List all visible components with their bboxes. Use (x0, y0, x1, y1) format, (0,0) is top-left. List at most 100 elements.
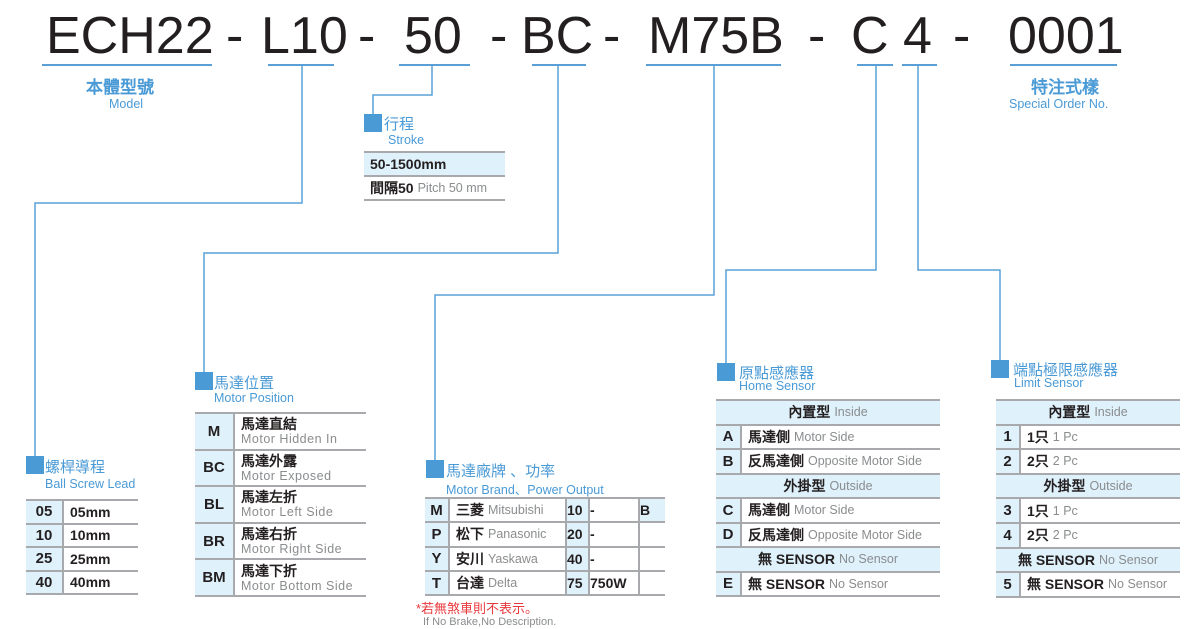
lead-option-code: 25 (26, 548, 62, 570)
position-title-en: Motor Position (214, 391, 294, 405)
home-option-code: C (716, 499, 740, 522)
lead-table: 05 05mm 10 10mm 25 25mm 40 40mm (26, 499, 138, 595)
position-option-cell: 馬達右折 Motor Right Side (233, 523, 366, 559)
position-option-code: BC (195, 450, 233, 486)
brand-option-label: 750W (590, 575, 627, 592)
brand-option-cell: 三菱 Mitsubishi (448, 499, 565, 522)
brand-option-cell: 20 (565, 523, 588, 546)
connector-stroke (372, 65, 433, 118)
brand-option-cell: - (588, 547, 638, 570)
brake-note-en: If No Brake,No Description. (423, 616, 557, 628)
connector-brand (434, 65, 715, 462)
limit-option-label-en: Outside (1089, 479, 1133, 494)
limit-row: 1 1只 1 Pc (996, 425, 1180, 451)
brand-option-label: 松下 (456, 526, 484, 543)
limit-row: 2 2只 2 Pc (996, 450, 1180, 475)
code-dash: - (953, 7, 971, 65)
position-option-label: 馬達右折 (241, 526, 297, 543)
home-option-label: 反馬達側 (748, 526, 804, 543)
limit-option-label: 無 SENSOR (1017, 551, 1095, 568)
position-option-cell: 馬達下折 Motor Bottom Side (233, 560, 366, 595)
model-label-en: Model (109, 97, 144, 111)
limit-row: 內置型 Inside (996, 401, 1180, 426)
home-option-code: B (716, 450, 740, 473)
lead-option-code: 05 (26, 501, 62, 523)
limit-option-label-en: No Sensor (1098, 552, 1159, 567)
brand-row: M 三菱 Mitsubishi 10- B (425, 499, 665, 524)
home-option-label-en: Opposite Motor Side (808, 527, 922, 542)
brand-option-cell: 松下 Panasonic (448, 523, 565, 546)
limit-option-cell: 1只 1 Pc (1019, 499, 1180, 522)
code-dash: - (358, 7, 376, 65)
position-table: M 馬達直結 Motor Hidden In BC 馬達外露 Motor Exposed B… (195, 412, 366, 597)
limit-option-code: 2 (996, 450, 1019, 473)
brand-option-code: T (425, 571, 448, 595)
brand-title-cn: 馬達廠牌 、功率 (446, 463, 556, 480)
limit-option-cell: 無 SENSOR No Sensor (1019, 573, 1180, 596)
brand-option-code: Y (425, 547, 448, 570)
home-option-cell: 反馬達側 Opposite Motor Side (740, 523, 940, 546)
code-dash: - (808, 7, 826, 65)
brake-note-cn: *若無煞車則不表示。 (416, 601, 539, 616)
brand-option-label: B (640, 502, 651, 519)
home-row: B 反馬達側 Opposite Motor Side (716, 450, 940, 475)
stroke-row: 間隔50 Pitch 50 mm (364, 177, 505, 201)
code-limit: 4 (903, 7, 932, 65)
home-option-label: 內置型 (788, 404, 831, 421)
brand-row: T 台達 Delta 75 750W (425, 571, 665, 597)
limit-option-code: 5 (996, 573, 1019, 596)
brand-option-code: P (425, 523, 448, 546)
underline-brand (646, 64, 781, 66)
brand-option-cell (638, 523, 665, 546)
position-option-code: BM (195, 560, 233, 595)
lead-marker-icon (26, 456, 44, 474)
limit-option-code: 1 (996, 425, 1019, 449)
position-option-label: 馬達左折 (241, 489, 297, 506)
underline-lead (268, 64, 334, 66)
brand-option-cell: - (588, 499, 638, 522)
limit-option-label-en: 2 Pc (1052, 528, 1078, 543)
limit-option-label: 內置型 (1048, 404, 1091, 421)
limit-option-label: 無 SENSOR (1027, 576, 1105, 593)
limit-option-label-en: Inside (1094, 405, 1128, 420)
home-group-header: 外掛型 Outside (716, 474, 940, 497)
home-option-code: A (716, 425, 740, 448)
home-sensor-table: 內置型 Inside A 馬達側 Motor Side B 反馬達側 Opposite Mot… (716, 399, 940, 597)
brand-row: Y 安川 Yaskawa 40- (425, 547, 665, 572)
brand-marker-icon (426, 460, 444, 478)
limit-option-label-en: 2 Pc (1052, 454, 1078, 469)
limit-option-label: 外掛型 (1043, 478, 1086, 495)
stroke-option-label: 50-1500mm (370, 156, 447, 172)
limit-option-label-en: 1 Pc (1052, 429, 1078, 444)
brand-table: M 三菱 Mitsubishi 10- B P 松下 Panasonic 20- Y 安川 Yaska… (425, 497, 665, 597)
limit-title-en: Limit Sensor (1014, 376, 1084, 390)
home-option-label-en: No Sensor (829, 576, 889, 591)
underline-stroke (399, 64, 470, 66)
position-option-code: BR (195, 523, 233, 559)
limit-marker-icon (991, 360, 1009, 378)
brand-option-label: 40 (567, 550, 583, 567)
code-stroke: 50 (404, 7, 462, 65)
home-title-en: Home Sensor (739, 379, 816, 393)
special-label-en: Special Order No. (1009, 97, 1109, 111)
code-dash: - (490, 7, 508, 65)
limit-option-cell: 2只 2 Pc (1019, 523, 1180, 547)
home-option-cell: 反馬達側 Opposite Motor Side (740, 450, 940, 473)
position-option-label-en: Motor Left Side (241, 505, 334, 520)
brand-option-cell: 40 (565, 547, 588, 570)
home-title-cn: 原點感應器 (739, 365, 815, 382)
lead-option-label: 40mm (70, 574, 111, 591)
brand-option-label: 台達 (456, 575, 484, 592)
brand-option-cell: 75 (565, 571, 588, 595)
brand-option-cell: 台達 Delta (448, 571, 565, 595)
lead-title-en: Ball Screw Lead (45, 477, 136, 491)
position-row: BC 馬達外露 Motor Exposed (195, 450, 366, 488)
home-row: C 馬達側 Motor Side (716, 499, 940, 524)
model-label-cn: 本體型號 (86, 78, 154, 97)
home-option-label: 馬達側 (748, 502, 790, 519)
limit-option-cell: 1只 1 Pc (1019, 425, 1180, 449)
lead-row: 25 25mm (26, 548, 138, 572)
home-option-label: 無 SENSOR (748, 575, 826, 592)
